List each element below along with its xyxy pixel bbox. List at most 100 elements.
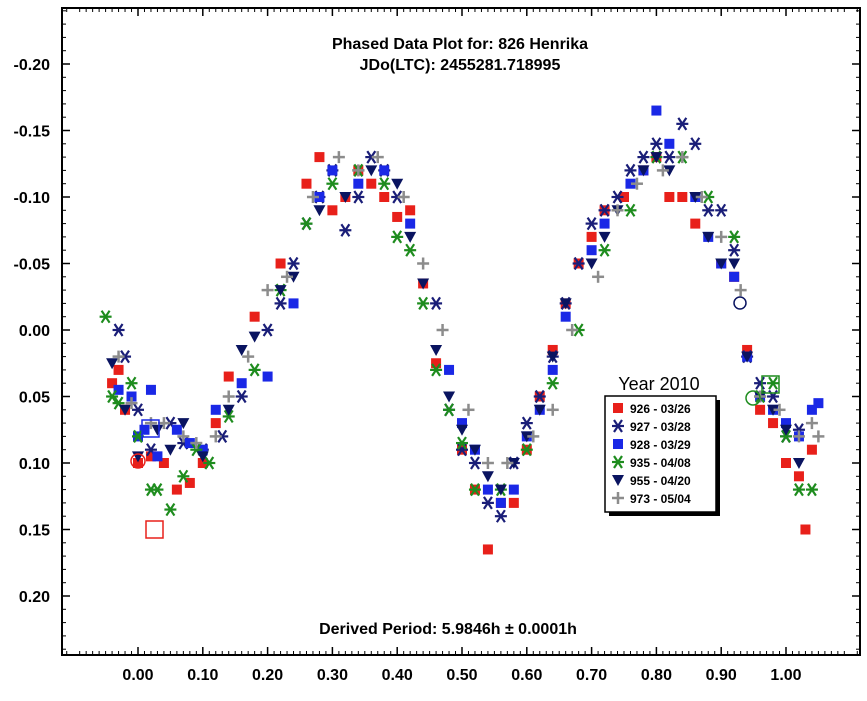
data-point <box>133 458 143 468</box>
data-point <box>313 205 326 217</box>
legend-label: 955 - 04/20 <box>630 474 691 488</box>
highlight-box-blue <box>141 419 160 438</box>
legend-box <box>604 395 717 513</box>
chart-title: Phased Data Plot for: 826 Henrika <box>332 36 588 53</box>
data-point <box>164 502 177 517</box>
data-point <box>236 378 247 389</box>
data-point <box>650 152 663 164</box>
data-point <box>306 191 319 203</box>
data-point <box>482 544 493 555</box>
data-point <box>481 496 494 510</box>
data-point <box>404 231 417 243</box>
data-point <box>151 482 164 497</box>
data-point <box>430 296 443 311</box>
data-point <box>242 350 255 363</box>
data-point <box>676 151 689 164</box>
data-point <box>501 457 514 469</box>
data-point <box>431 358 442 369</box>
data-point <box>113 384 124 395</box>
data-point <box>314 192 325 202</box>
data-point <box>767 376 780 390</box>
data-point <box>177 469 190 483</box>
data-point <box>151 424 164 436</box>
data-point <box>223 371 234 382</box>
data-point <box>520 431 533 443</box>
data-point <box>106 358 119 370</box>
data-point <box>171 424 182 435</box>
data-point <box>768 418 779 429</box>
data-point <box>99 310 112 324</box>
data-point <box>404 243 417 257</box>
highlight-circle-navy <box>733 296 747 310</box>
data-point <box>430 344 443 356</box>
data-point <box>598 243 611 257</box>
data-point <box>107 378 118 389</box>
y-tick-label: -0.15 <box>14 124 51 141</box>
data-point <box>106 389 119 404</box>
data-point <box>314 152 325 163</box>
data-point <box>507 458 520 469</box>
data-point <box>715 230 728 243</box>
data-point <box>417 296 430 311</box>
data-point <box>209 430 222 443</box>
data-point <box>397 191 410 203</box>
data-point <box>656 164 669 177</box>
y-tick-label: 0.15 <box>19 523 50 540</box>
data-point <box>391 178 404 190</box>
data-point <box>495 497 506 508</box>
x-tick-label: 0.70 <box>576 667 607 684</box>
data-point <box>274 285 287 297</box>
data-point <box>203 456 216 470</box>
series-5 <box>112 151 825 469</box>
y-axis: -0.20 -0.15 -0.10 -0.05 0.00 0.05 0.10 0.15 0.20 <box>14 10 860 650</box>
data-point <box>637 150 650 164</box>
data-point <box>158 458 169 468</box>
data-point <box>695 191 708 203</box>
data-point <box>734 284 747 297</box>
x-tick-label: 0.80 <box>641 667 672 684</box>
data-point <box>196 451 209 463</box>
data-point <box>599 218 610 229</box>
data-point <box>235 389 248 404</box>
data-point <box>650 137 663 151</box>
data-point <box>715 203 728 217</box>
data-point <box>300 216 313 231</box>
data-point <box>468 456 481 470</box>
data-point <box>546 376 559 390</box>
data-point <box>222 409 235 424</box>
data-point <box>546 351 559 363</box>
data-point <box>755 404 766 415</box>
data-point <box>248 363 261 377</box>
data-point <box>689 137 702 151</box>
data-point <box>566 324 579 336</box>
data-point <box>792 482 805 497</box>
x-tick-label: 0.40 <box>382 667 413 684</box>
data-point <box>457 418 467 429</box>
data-point <box>261 323 274 337</box>
data-point <box>520 443 533 457</box>
data-point <box>262 371 273 382</box>
legend-label: 973 - 05/04 <box>630 492 691 506</box>
data-point <box>805 417 818 430</box>
data-point <box>806 404 817 415</box>
data-point <box>773 403 786 416</box>
x-tick-label: 0.10 <box>187 667 218 684</box>
y-tick-label: 0.20 <box>19 589 50 606</box>
data-point <box>729 271 740 282</box>
data-point <box>677 192 688 202</box>
data-point <box>702 231 715 243</box>
data-point <box>371 151 384 164</box>
legend-label: 927 - 03/28 <box>630 420 691 434</box>
data-point <box>664 192 675 202</box>
data-point <box>301 178 312 189</box>
data-point <box>210 404 221 415</box>
data-point <box>585 258 598 270</box>
data-point <box>222 404 235 416</box>
data-point <box>222 390 235 403</box>
data-point <box>274 296 287 311</box>
data-point <box>792 458 805 469</box>
data-point <box>125 376 138 390</box>
data-point <box>184 477 195 488</box>
data-point <box>132 403 144 417</box>
data-point <box>119 404 132 416</box>
